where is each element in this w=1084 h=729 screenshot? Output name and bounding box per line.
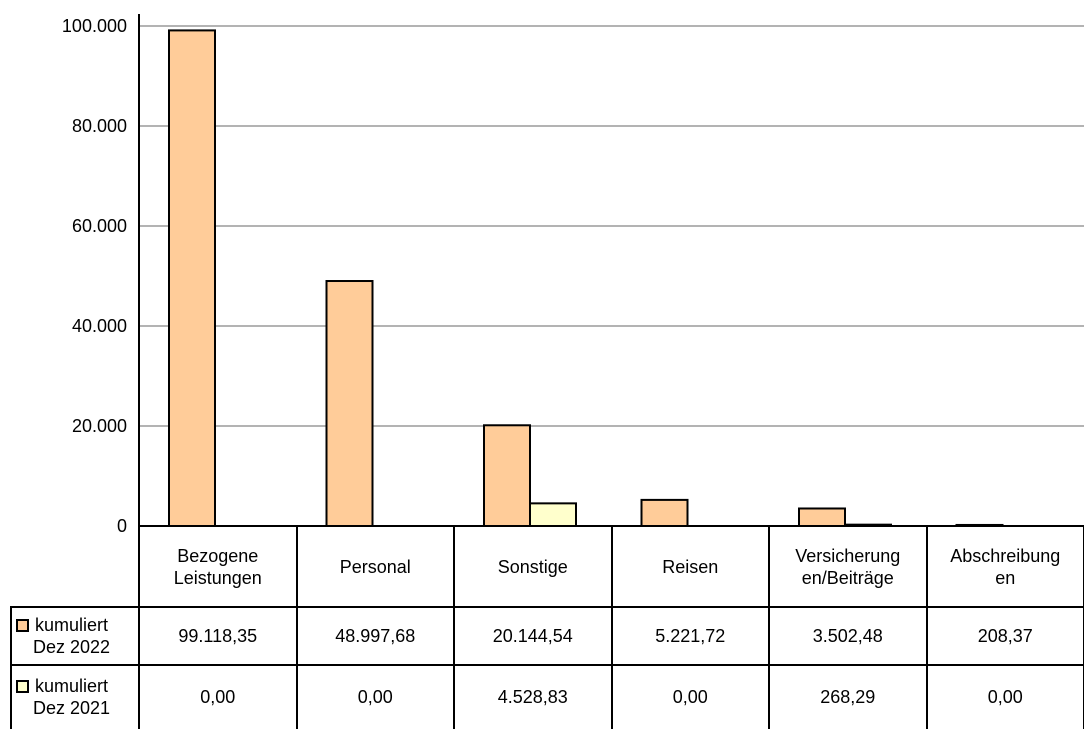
y-tick-label: 0 xyxy=(117,516,127,536)
y-tick-label: 40.000 xyxy=(72,316,127,336)
y-tick-label: 100.000 xyxy=(62,16,127,36)
y-tick-label: 20.000 xyxy=(72,416,127,436)
y-axis-tick-labels: 0 20.000 40.000 60.000 80.000 100.000 xyxy=(62,16,127,536)
bar-2022-1 xyxy=(325,280,374,527)
y-tick-label: 80.000 xyxy=(72,116,127,136)
bars xyxy=(168,29,1004,528)
y-tick-label: 60.000 xyxy=(72,216,127,236)
bar-2022-4 xyxy=(798,507,846,528)
bar-2022-2 xyxy=(483,424,531,528)
bar-2022-3 xyxy=(640,498,689,527)
bar-2021-2 xyxy=(529,502,577,527)
gridlines xyxy=(139,25,1084,427)
bar-2022-0 xyxy=(168,29,216,527)
